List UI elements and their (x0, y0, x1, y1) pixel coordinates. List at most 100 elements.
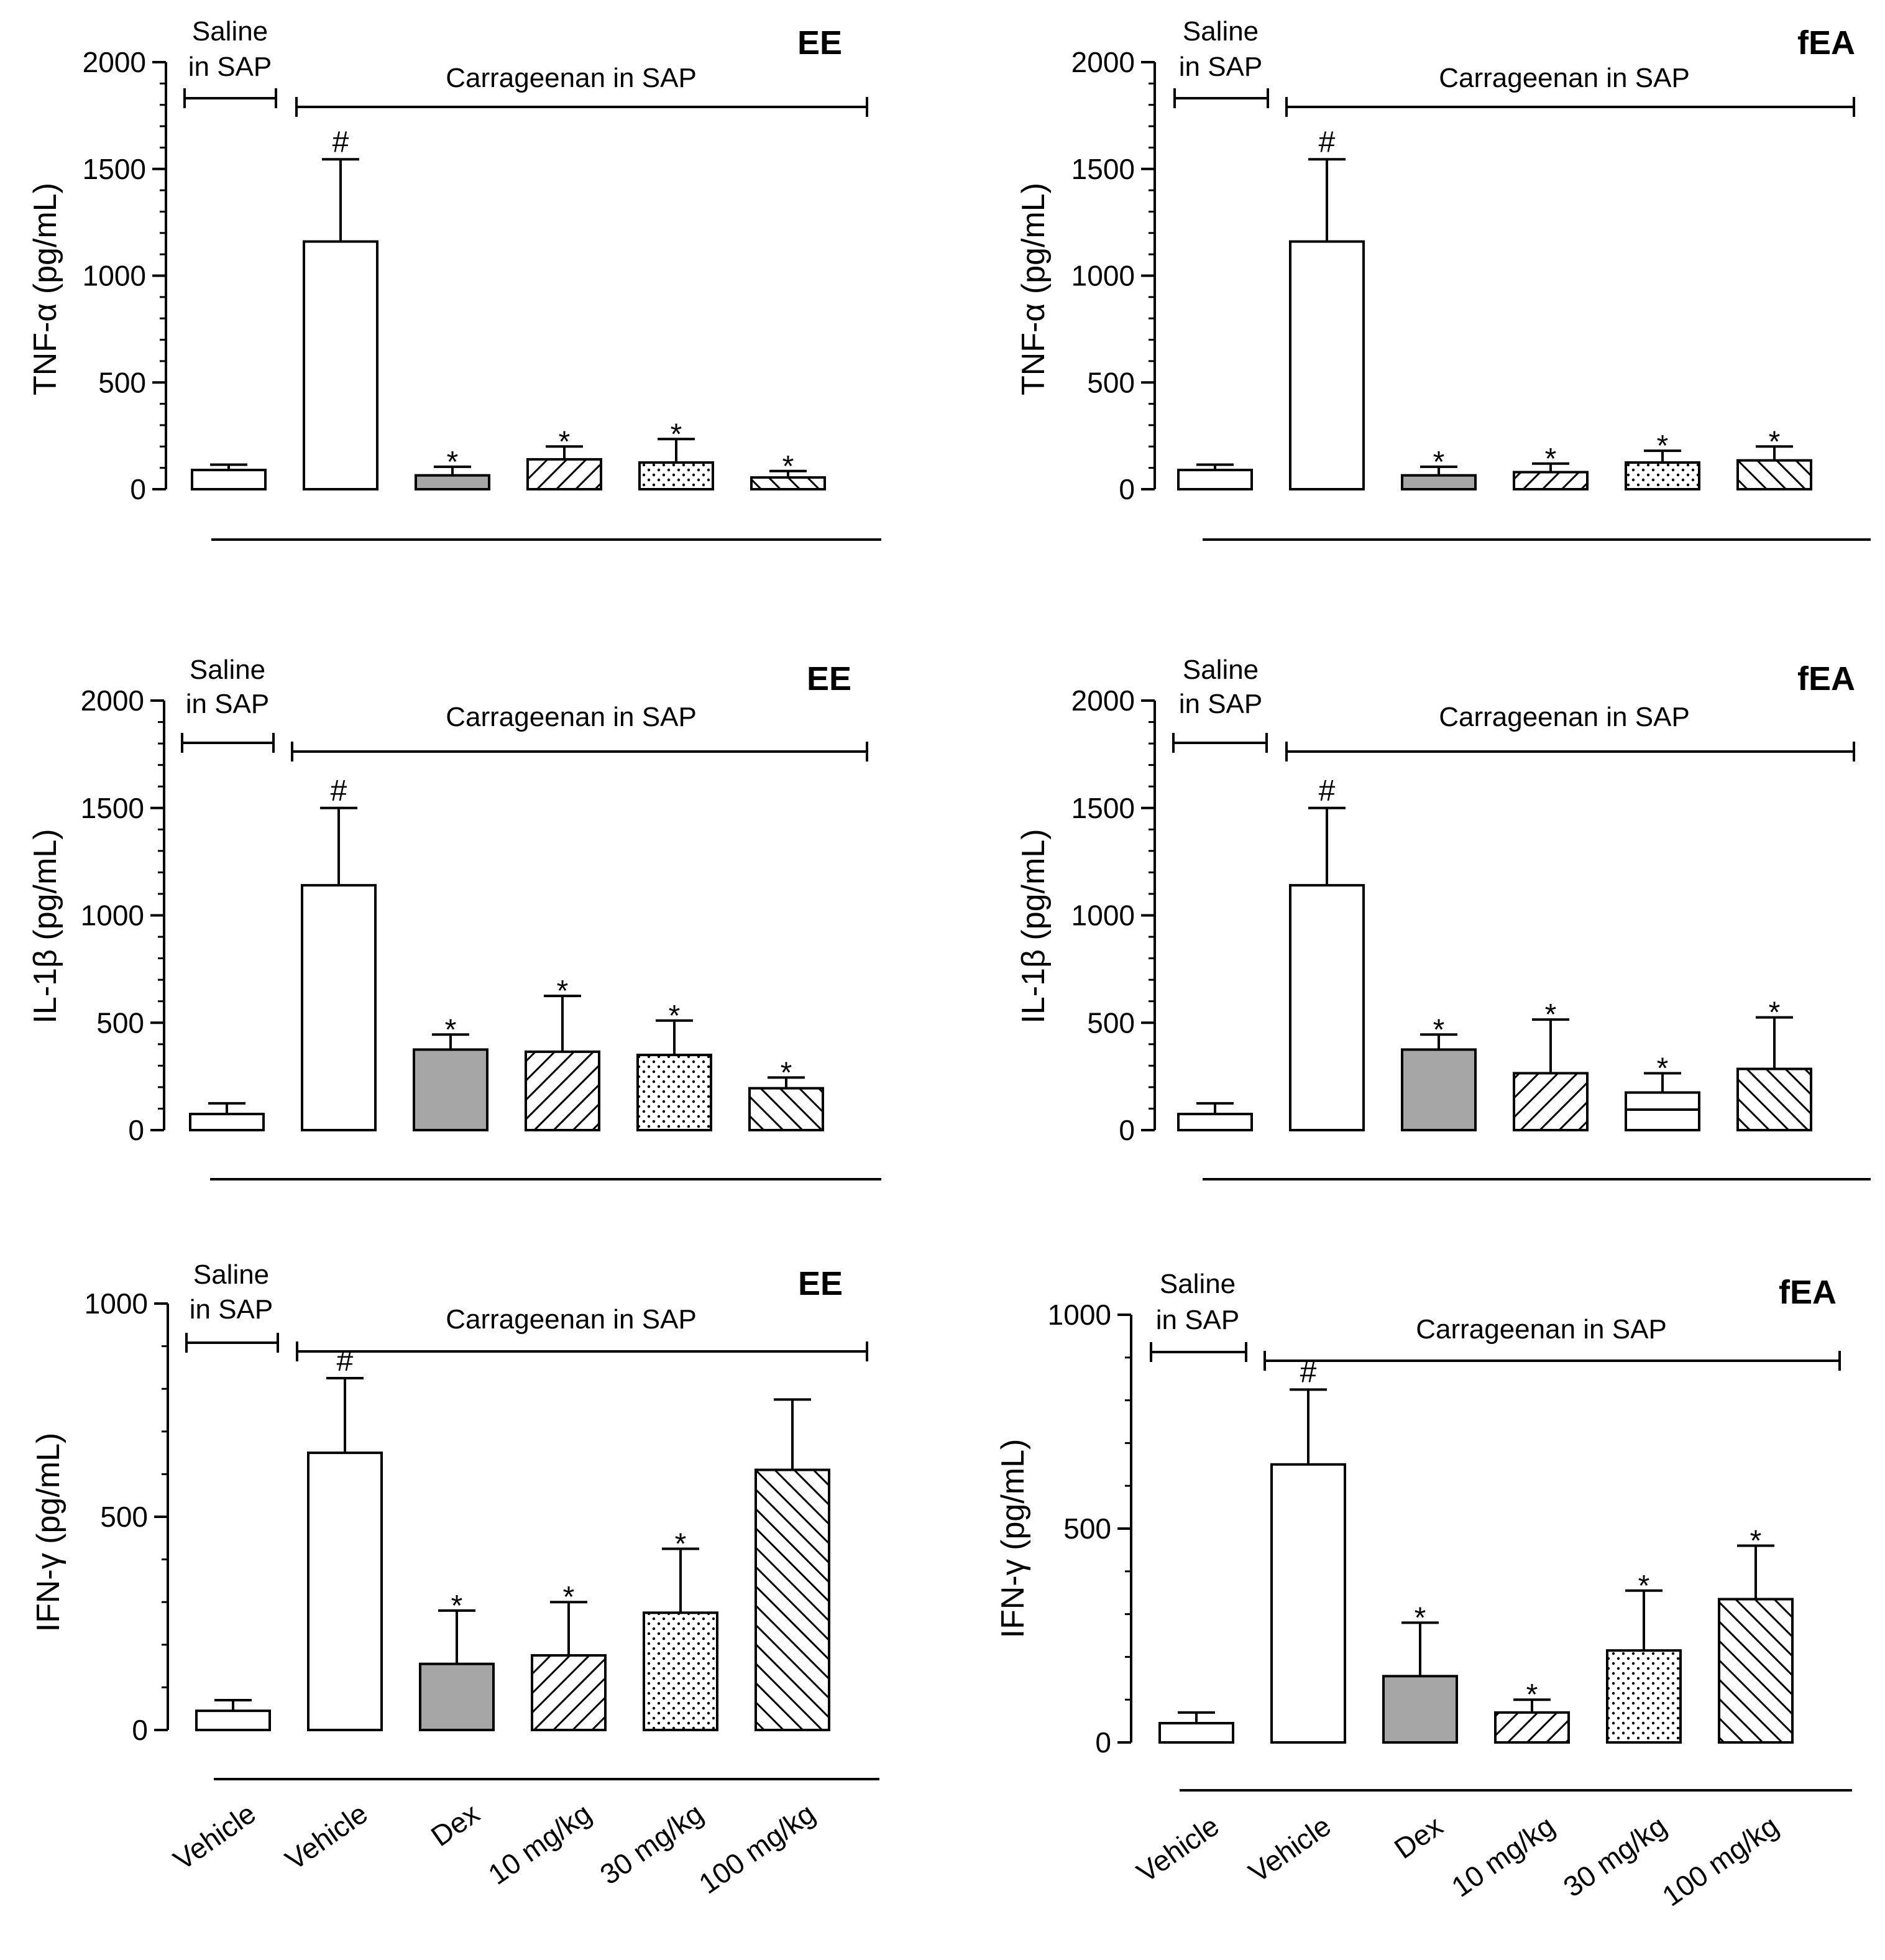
carrageenan-label: Carrageenan in SAP (1416, 1314, 1667, 1345)
bar (1158, 1722, 1234, 1744)
panel-label: fEA (1779, 1274, 1837, 1311)
bar (531, 1654, 607, 1731)
panel-label: fEA (1797, 24, 1855, 62)
star-annotation: * (451, 1590, 463, 1622)
saline-label: in SAP (1156, 1305, 1240, 1335)
star-annotation: * (1545, 998, 1557, 1031)
bar (419, 1662, 495, 1731)
bar (526, 458, 602, 490)
y-axis-title: IL-1β (pg/mL) (1016, 829, 1052, 1023)
hash-annotation: # (337, 1345, 354, 1378)
panel-label: EE (807, 660, 851, 697)
bar (1289, 884, 1365, 1131)
y-tick-label: 0 (1095, 1726, 1111, 1759)
star-annotation: * (1750, 1525, 1762, 1558)
bar (636, 1054, 712, 1131)
bar (1606, 1649, 1682, 1744)
panel-il1b-fea: 0 500 1000 1500 2000 IL-1β (pg/mL) fEA Saline in… (1016, 655, 1871, 1180)
y-tick-label: 0 (130, 473, 146, 505)
y-tick-label: 500 (100, 1501, 148, 1533)
y-tick-label: 1000 (81, 899, 144, 932)
carrageenan-label: Carrageenan in SAP (446, 63, 697, 93)
carrageenan-label: Carrageenan in SAP (446, 702, 697, 732)
star-annotation: * (1769, 425, 1781, 458)
bar (748, 1087, 824, 1131)
bar (1625, 1091, 1700, 1131)
bar (1513, 1072, 1589, 1132)
bar (307, 1452, 383, 1732)
star-annotation: * (1526, 1678, 1538, 1711)
y-axis-title: TNF-α (pg/mL) (1016, 183, 1052, 395)
y-tick-label: 0 (128, 1114, 144, 1146)
bar (415, 474, 490, 490)
category-label: Vehicle (1131, 1810, 1224, 1889)
y-tick-label: 500 (96, 1006, 144, 1039)
bar (638, 461, 714, 490)
category-label: 10 mg/kg (1446, 1810, 1561, 1903)
panel-ifng-fea: 0 500 1000 IFN-γ (pg/mL) fEA Saline in SAP Carr… (995, 1269, 1852, 1792)
star-annotation: * (675, 1527, 687, 1560)
bar (1625, 461, 1700, 490)
star-annotation: * (445, 1013, 457, 1046)
star-annotation: * (1415, 1601, 1426, 1634)
bar (1289, 240, 1365, 490)
bar (1513, 471, 1589, 491)
y-tick-label: 0 (132, 1714, 148, 1746)
bar (750, 476, 826, 490)
star-annotation: * (781, 1056, 792, 1089)
category-label: Vehicle (1242, 1810, 1336, 1889)
y-tick-label: 1500 (1071, 792, 1135, 824)
hash-annotation: # (331, 775, 347, 807)
hash-annotation: # (333, 126, 349, 159)
y-tick-label: 0 (1119, 1114, 1135, 1146)
bar (195, 1709, 271, 1731)
category-label: Vehicle (279, 1797, 373, 1877)
y-axis-title: TNF-α (pg/mL) (27, 183, 63, 395)
bar (413, 1048, 488, 1131)
panel-il1b-ee: 0 500 1000 1500 2000 IL-1β (pg/mL) EE Saline in … (27, 655, 881, 1180)
bar (1401, 474, 1477, 490)
category-label: 100 mg/kg (693, 1797, 821, 1900)
y-tick-label: 2000 (1071, 684, 1135, 717)
bar (1718, 1598, 1794, 1744)
panel-label: fEA (1797, 660, 1855, 697)
star-annotation: * (1657, 1052, 1669, 1085)
y-axis-title: IFN-γ (pg/mL) (30, 1433, 67, 1632)
panel-label: EE (798, 1265, 843, 1302)
star-annotation: * (1769, 996, 1781, 1029)
saline-label: in SAP (190, 1294, 273, 1325)
star-annotation: * (559, 425, 571, 458)
saline-label: Saline (1183, 16, 1259, 47)
bar (1270, 1463, 1346, 1744)
bar (1401, 1048, 1477, 1131)
star-annotation: * (782, 450, 794, 483)
saline-label: Saline (193, 1259, 269, 1290)
saline-label: in SAP (1179, 689, 1263, 719)
bar (754, 1468, 830, 1732)
hash-annotation: # (1319, 775, 1336, 807)
y-tick-label: 500 (1063, 1512, 1111, 1545)
star-annotation: * (1657, 430, 1669, 462)
carrageenan-label: Carrageenan in SAP (1439, 63, 1690, 93)
star-annotation: * (1433, 446, 1445, 479)
star-annotation: * (671, 418, 682, 451)
bar (1736, 1067, 1812, 1131)
y-tick-label: 1000 (83, 260, 146, 292)
bar (1177, 469, 1253, 491)
y-tick-label: 2000 (1071, 46, 1135, 78)
bar (191, 469, 267, 491)
star-annotation: * (563, 1581, 575, 1614)
star-annotation: * (1433, 1013, 1445, 1046)
bar (1736, 459, 1812, 491)
saline-label: in SAP (186, 689, 270, 719)
bar (303, 240, 378, 490)
y-tick-label: 1000 (1071, 260, 1135, 292)
y-tick-label: 500 (1087, 1006, 1135, 1039)
panel-label: EE (797, 24, 842, 62)
category-label: Dex (425, 1797, 485, 1853)
y-tick-label: 1000 (1048, 1299, 1111, 1331)
bar (1494, 1711, 1570, 1744)
bar (525, 1050, 600, 1131)
